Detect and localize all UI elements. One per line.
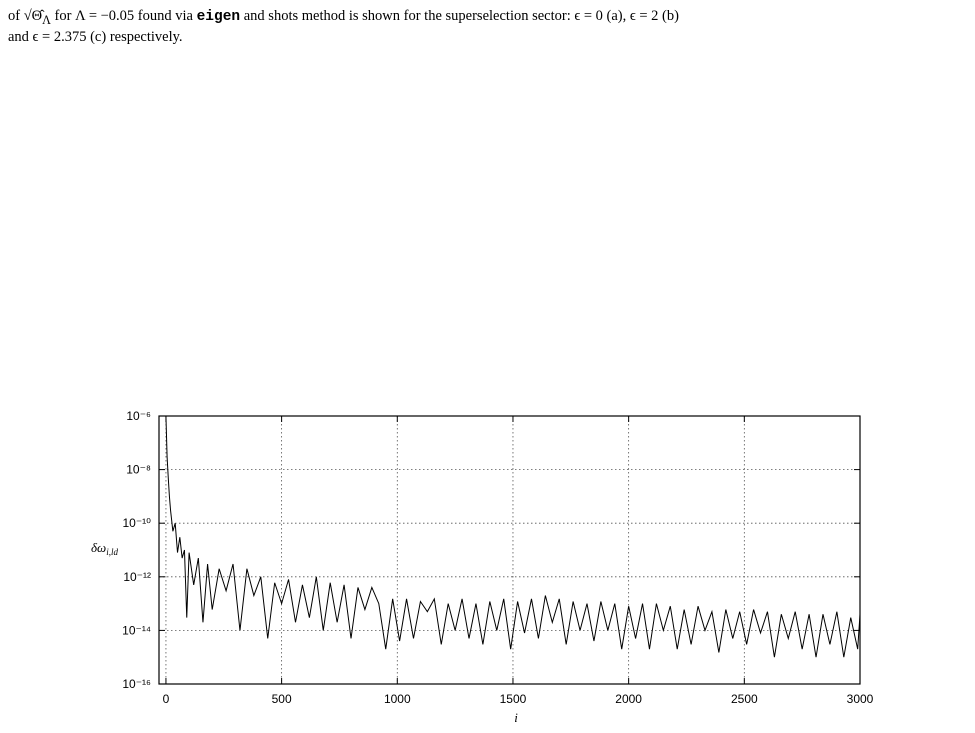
y-label-sub: i,ld — [106, 547, 118, 557]
caption-text: and shots method is shown for the supers… — [240, 8, 679, 24]
x-tick-label: 2500 — [731, 692, 758, 706]
plot-frame — [158, 415, 861, 685]
y-label-main: δω — [91, 540, 106, 555]
y-tick-label: 10⁻¹⁰ — [123, 516, 152, 530]
y-tick-label: 10⁻⁸ — [126, 463, 151, 477]
caption-line: and ϵ = 2.375 (c) respectively. — [8, 29, 183, 45]
x-tick-label: 3000 — [847, 692, 874, 706]
y-tick-label: 10⁻¹⁴ — [122, 623, 151, 637]
x-tick-label: 1500 — [500, 692, 527, 706]
x-tick-label: 1000 — [384, 692, 411, 706]
caption-text: Λ — [42, 12, 51, 27]
x-tick-label: 2000 — [615, 692, 642, 706]
y-tick-label: 10⁻¹² — [123, 570, 151, 584]
caption-line: of √Θ̂Λ for Λ = −0.05 found via eigen an… — [8, 8, 679, 28]
caption-text: of √Θ̂ — [8, 8, 43, 24]
x-axis-label: i — [514, 710, 518, 725]
y-tick-label: 10⁻⁶ — [126, 409, 151, 423]
y-tick-label: 10⁻¹⁶ — [122, 677, 151, 691]
data-line — [165, 415, 861, 658]
y-axis-label: δωi,ld — [91, 540, 118, 557]
x-tick-label: 500 — [272, 692, 292, 706]
caption-code: eigen — [196, 9, 241, 25]
x-tick-label: 0 — [163, 692, 170, 706]
caption-text: for Λ = −0.05 found via — [50, 8, 197, 24]
